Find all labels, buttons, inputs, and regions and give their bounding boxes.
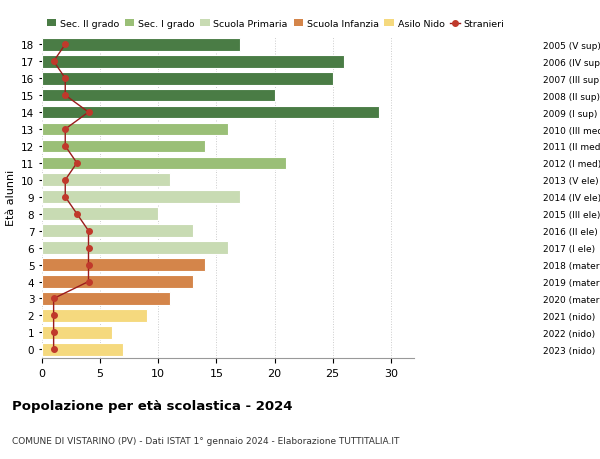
Legend: Sec. II grado, Sec. I grado, Scuola Primaria, Scuola Infanzia, Asilo Nido, Stran: Sec. II grado, Sec. I grado, Scuola Prim… xyxy=(47,20,504,29)
Bar xyxy=(42,73,332,85)
Bar xyxy=(42,106,379,119)
Bar xyxy=(42,174,170,187)
Bar xyxy=(42,157,286,170)
Bar xyxy=(42,275,193,288)
Bar xyxy=(42,259,205,271)
Bar xyxy=(42,208,158,221)
Bar xyxy=(42,140,205,153)
Bar xyxy=(42,343,124,356)
Bar xyxy=(42,123,228,136)
Bar xyxy=(42,242,228,254)
Bar xyxy=(42,90,275,102)
Text: Popolazione per età scolastica - 2024: Popolazione per età scolastica - 2024 xyxy=(12,399,293,412)
Bar xyxy=(42,326,112,339)
Bar xyxy=(42,56,344,68)
Bar xyxy=(42,292,170,305)
Bar xyxy=(42,39,239,51)
Text: COMUNE DI VISTARINO (PV) - Dati ISTAT 1° gennaio 2024 - Elaborazione TUTTITALIA.: COMUNE DI VISTARINO (PV) - Dati ISTAT 1°… xyxy=(12,436,400,445)
Bar xyxy=(42,191,239,204)
Bar xyxy=(42,309,146,322)
Bar xyxy=(42,225,193,238)
Y-axis label: Età alunni: Età alunni xyxy=(5,169,16,225)
